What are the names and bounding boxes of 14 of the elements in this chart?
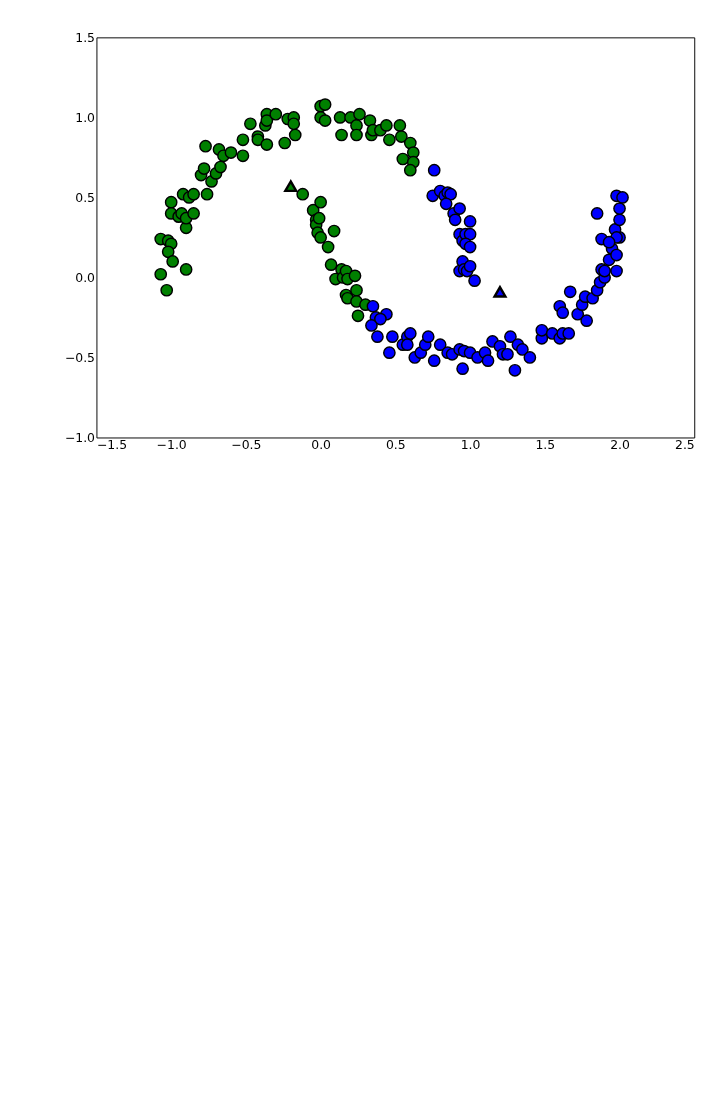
x-tick-label: −1.5 bbox=[96, 437, 128, 453]
x-tick-label: 0.5 bbox=[385, 437, 406, 453]
y-tick-label: 1.0 bbox=[75, 109, 96, 125]
x-tick-label: 2.0 bbox=[610, 437, 630, 453]
y-tick-label: 0.0 bbox=[75, 269, 96, 285]
x-tick-label: −0.5 bbox=[231, 437, 262, 453]
x-tick-label: 2.5 bbox=[675, 437, 695, 453]
y-tick-label: 1.5 bbox=[75, 29, 96, 45]
x-tick-label: 1.5 bbox=[535, 437, 556, 453]
x-tick-label: 1.0 bbox=[460, 437, 481, 453]
y-tick-label: 0.5 bbox=[75, 189, 96, 205]
y-tick-label: −0.5 bbox=[64, 349, 96, 365]
x-tick-label: 0.0 bbox=[311, 437, 332, 453]
x-tick-label: −1.0 bbox=[156, 437, 187, 453]
